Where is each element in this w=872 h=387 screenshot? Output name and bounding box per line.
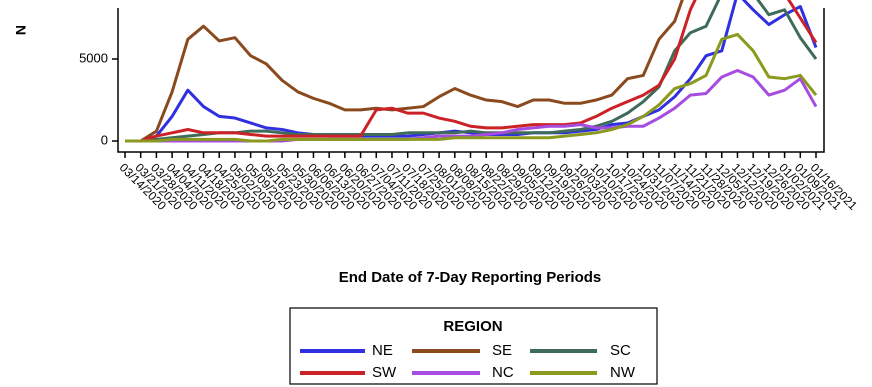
x-axis-label: End Date of 7-Day Reporting Periods (339, 269, 602, 286)
y-axis-label: N (13, 25, 29, 35)
y-tick-label: 0 (101, 132, 108, 147)
legend-box (289, 307, 658, 385)
legend-label: NW (610, 364, 636, 381)
y-tick-label: 5000 (79, 50, 108, 65)
series-line (125, 0, 818, 143)
legend-label: SC (610, 342, 631, 359)
series-line (125, 0, 818, 143)
legend-label: NC (492, 364, 514, 381)
legend-title: REGION (443, 318, 502, 335)
series-group (125, 0, 818, 143)
series-line (125, 0, 818, 143)
series-line (125, 32, 818, 143)
series-line (125, 0, 684, 143)
legend-label: SW (372, 364, 397, 381)
legend-label: NE (372, 342, 393, 359)
legend-label: SE (492, 342, 512, 359)
